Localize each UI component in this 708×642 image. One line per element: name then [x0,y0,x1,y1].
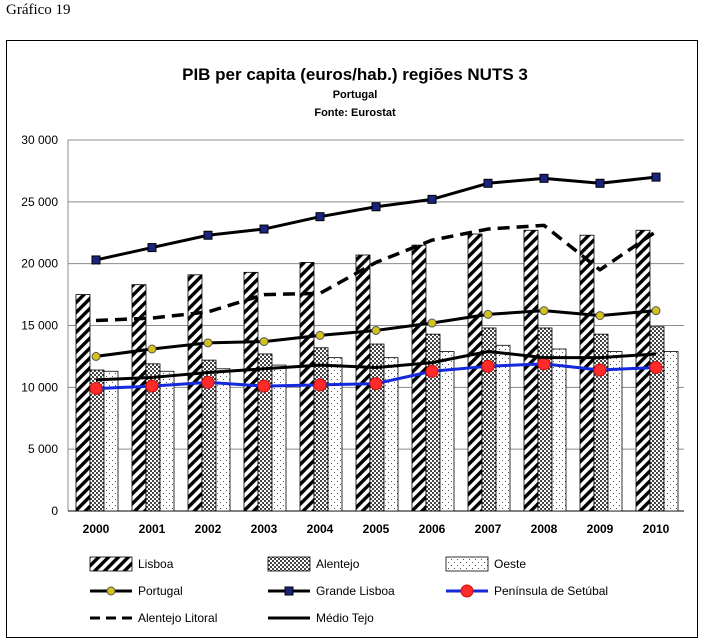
legend-label-médio-tejo: Médio Tejo [316,611,374,625]
bar-alentejo [481,327,497,512]
bar-oeste [103,370,119,512]
x-tick-label: 2003 [251,522,278,536]
bar-alentejo [369,343,385,512]
bar-lisboa [579,234,595,512]
x-tick-label: 2004 [307,522,334,536]
marker-península-de-setúbal [89,382,103,396]
marker-península-de-setúbal [369,377,383,391]
x-tick-label: 2002 [195,522,222,536]
chart-source: Fonte: Eurostat [314,107,396,119]
bar-lisboa [187,274,203,512]
y-tick-label: 30 000 [21,133,58,147]
marker-grande-lisboa [91,255,101,265]
marker-península-de-setúbal [313,378,327,392]
bar-oeste [607,351,623,512]
legend-label-portugal: Portugal [138,584,183,598]
marker-portugal [539,306,549,316]
marker-portugal [595,311,605,321]
marker-portugal [203,338,213,348]
y-tick-label: 20 000 [21,257,58,271]
legend-marker-portugal [106,586,116,596]
marker-península-de-setúbal [257,379,271,393]
legend-label-alentejo-litoral: Alentejo Litoral [138,611,217,625]
marker-grande-lisboa [651,172,661,182]
marker-grande-lisboa [427,194,437,204]
marker-portugal [427,318,437,328]
x-tick-label: 2007 [475,522,502,536]
marker-grande-lisboa [483,178,493,188]
marker-portugal [147,344,157,354]
marker-portugal [91,351,101,361]
bar-oeste [327,357,343,512]
bar-oeste [663,351,679,512]
bar-oeste [383,357,399,512]
bar-lisboa [75,294,91,512]
marker-península-de-setúbal [593,363,607,377]
marker-grande-lisboa [203,230,213,240]
line-alentejo-litoral [95,223,657,323]
marker-grande-lisboa [595,178,605,188]
bar-lisboa [243,271,259,512]
marker-portugal [483,309,493,319]
marker-portugal [651,306,661,316]
x-tick-label: 2000 [83,522,110,536]
marker-grande-lisboa [315,212,325,222]
bar-oeste [271,364,287,512]
marker-península-de-setúbal [649,361,663,375]
marker-península-de-setúbal [145,379,159,393]
bar-lisboa [467,233,483,512]
line-médio-tejo [95,349,657,382]
marker-grande-lisboa [259,224,269,234]
legend-swatch-oeste [445,556,489,572]
legend-label-grande-lisboa: Grande Lisboa [316,584,395,598]
legend-label-alentejo: Alentejo [316,557,360,571]
marker-península-de-setúbal [537,357,551,371]
bar-lisboa [411,244,427,512]
bar-lisboa [523,229,539,512]
chart-subtitle: Portugal [333,89,378,101]
x-tick-label: 2010 [643,522,670,536]
marker-portugal [259,337,269,347]
bar-lisboa [635,229,651,512]
legend-swatch-lisboa [89,556,133,572]
bar-alentejo [257,353,273,512]
bar-alentejo [313,347,329,512]
legend-label-lisboa: Lisboa [138,557,174,571]
x-tick-label: 2006 [419,522,446,536]
figure-label: Gráfico 19 [6,2,71,18]
legend-marker-grande-lisboa [284,586,294,596]
marker-portugal [371,325,381,335]
legend-label-oeste: Oeste [494,557,526,571]
y-tick-label: 10 000 [21,380,58,394]
y-tick-label: 15 000 [21,319,58,333]
bar-oeste [215,368,231,512]
marker-península-de-setúbal [201,375,215,389]
marker-grande-lisboa [147,243,157,253]
x-tick-label: 2008 [531,522,558,536]
bar-oeste [495,344,511,512]
bar-alentejo [593,333,609,512]
marker-grande-lisboa [539,173,549,183]
marker-península-de-setúbal [481,359,495,373]
y-tick-label: 25 000 [21,195,58,209]
chart-title: PIB per capita (euros/hab.) regiões NUTS… [182,65,528,84]
bar-alentejo [537,327,553,512]
legend-marker-península-de-setúbal [460,584,474,598]
legend-swatch-alentejo [267,556,311,572]
bar-oeste [159,370,175,512]
bar-oeste [551,348,567,512]
marker-península-de-setúbal [425,364,439,378]
x-tick-label: 2009 [587,522,614,536]
marker-portugal [315,330,325,340]
y-tick-label: 0 [51,504,58,518]
x-tick-label: 2001 [139,522,166,536]
legend-label-península-de-setúbal: Península de Setúbal [494,584,608,598]
marker-grande-lisboa [371,202,381,212]
x-tick-label: 2005 [363,522,390,536]
y-tick-label: 5 000 [28,442,58,456]
bar-oeste [439,351,455,512]
